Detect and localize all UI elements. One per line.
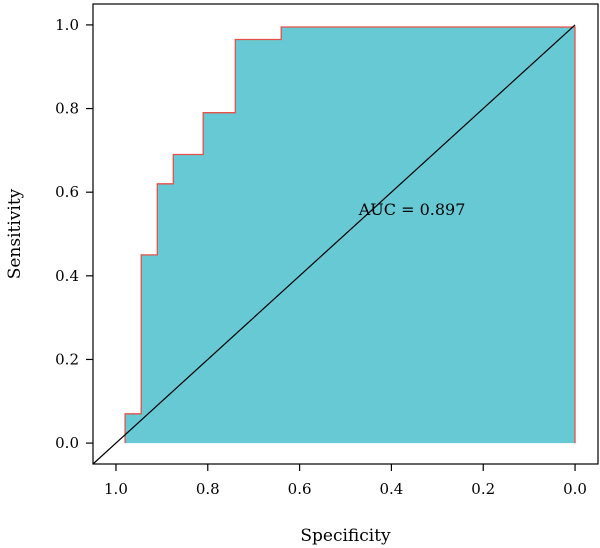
plot-area — [92, 24, 576, 465]
x-tick-label: 1.0 — [104, 480, 128, 498]
reference-diagonal-line — [92, 24, 576, 465]
x-tick-label: 0.8 — [196, 480, 220, 498]
roc-area-fill — [125, 27, 575, 444]
x-tick-label: 0.4 — [379, 480, 403, 498]
plot-frame — [92, 3, 599, 465]
x-axis-title: Specificity — [300, 526, 391, 546]
y-tick-label: 0.8 — [55, 100, 79, 118]
y-tick-label: 1.0 — [55, 16, 79, 34]
x-tick-label: 0.2 — [471, 480, 495, 498]
y-tick-label: 0.6 — [55, 183, 79, 201]
roc-curve-line — [124, 26, 576, 444]
y-tick-label: 0.4 — [55, 267, 79, 285]
y-axis-title: Sensitivity — [5, 188, 25, 279]
axes: 1.0 0.8 0.6 0.4 0.2 0.0 0.0 0.2 0.4 0.6 0.8 1.0 — [55, 3, 599, 498]
auc-annotation: AUC = 0.897 — [358, 200, 466, 219]
y-tick-label: 0.0 — [55, 434, 79, 452]
x-tick-label: 0.6 — [288, 480, 312, 498]
y-tick-label: 0.2 — [55, 350, 79, 368]
x-tick-label: 0.0 — [563, 480, 587, 498]
